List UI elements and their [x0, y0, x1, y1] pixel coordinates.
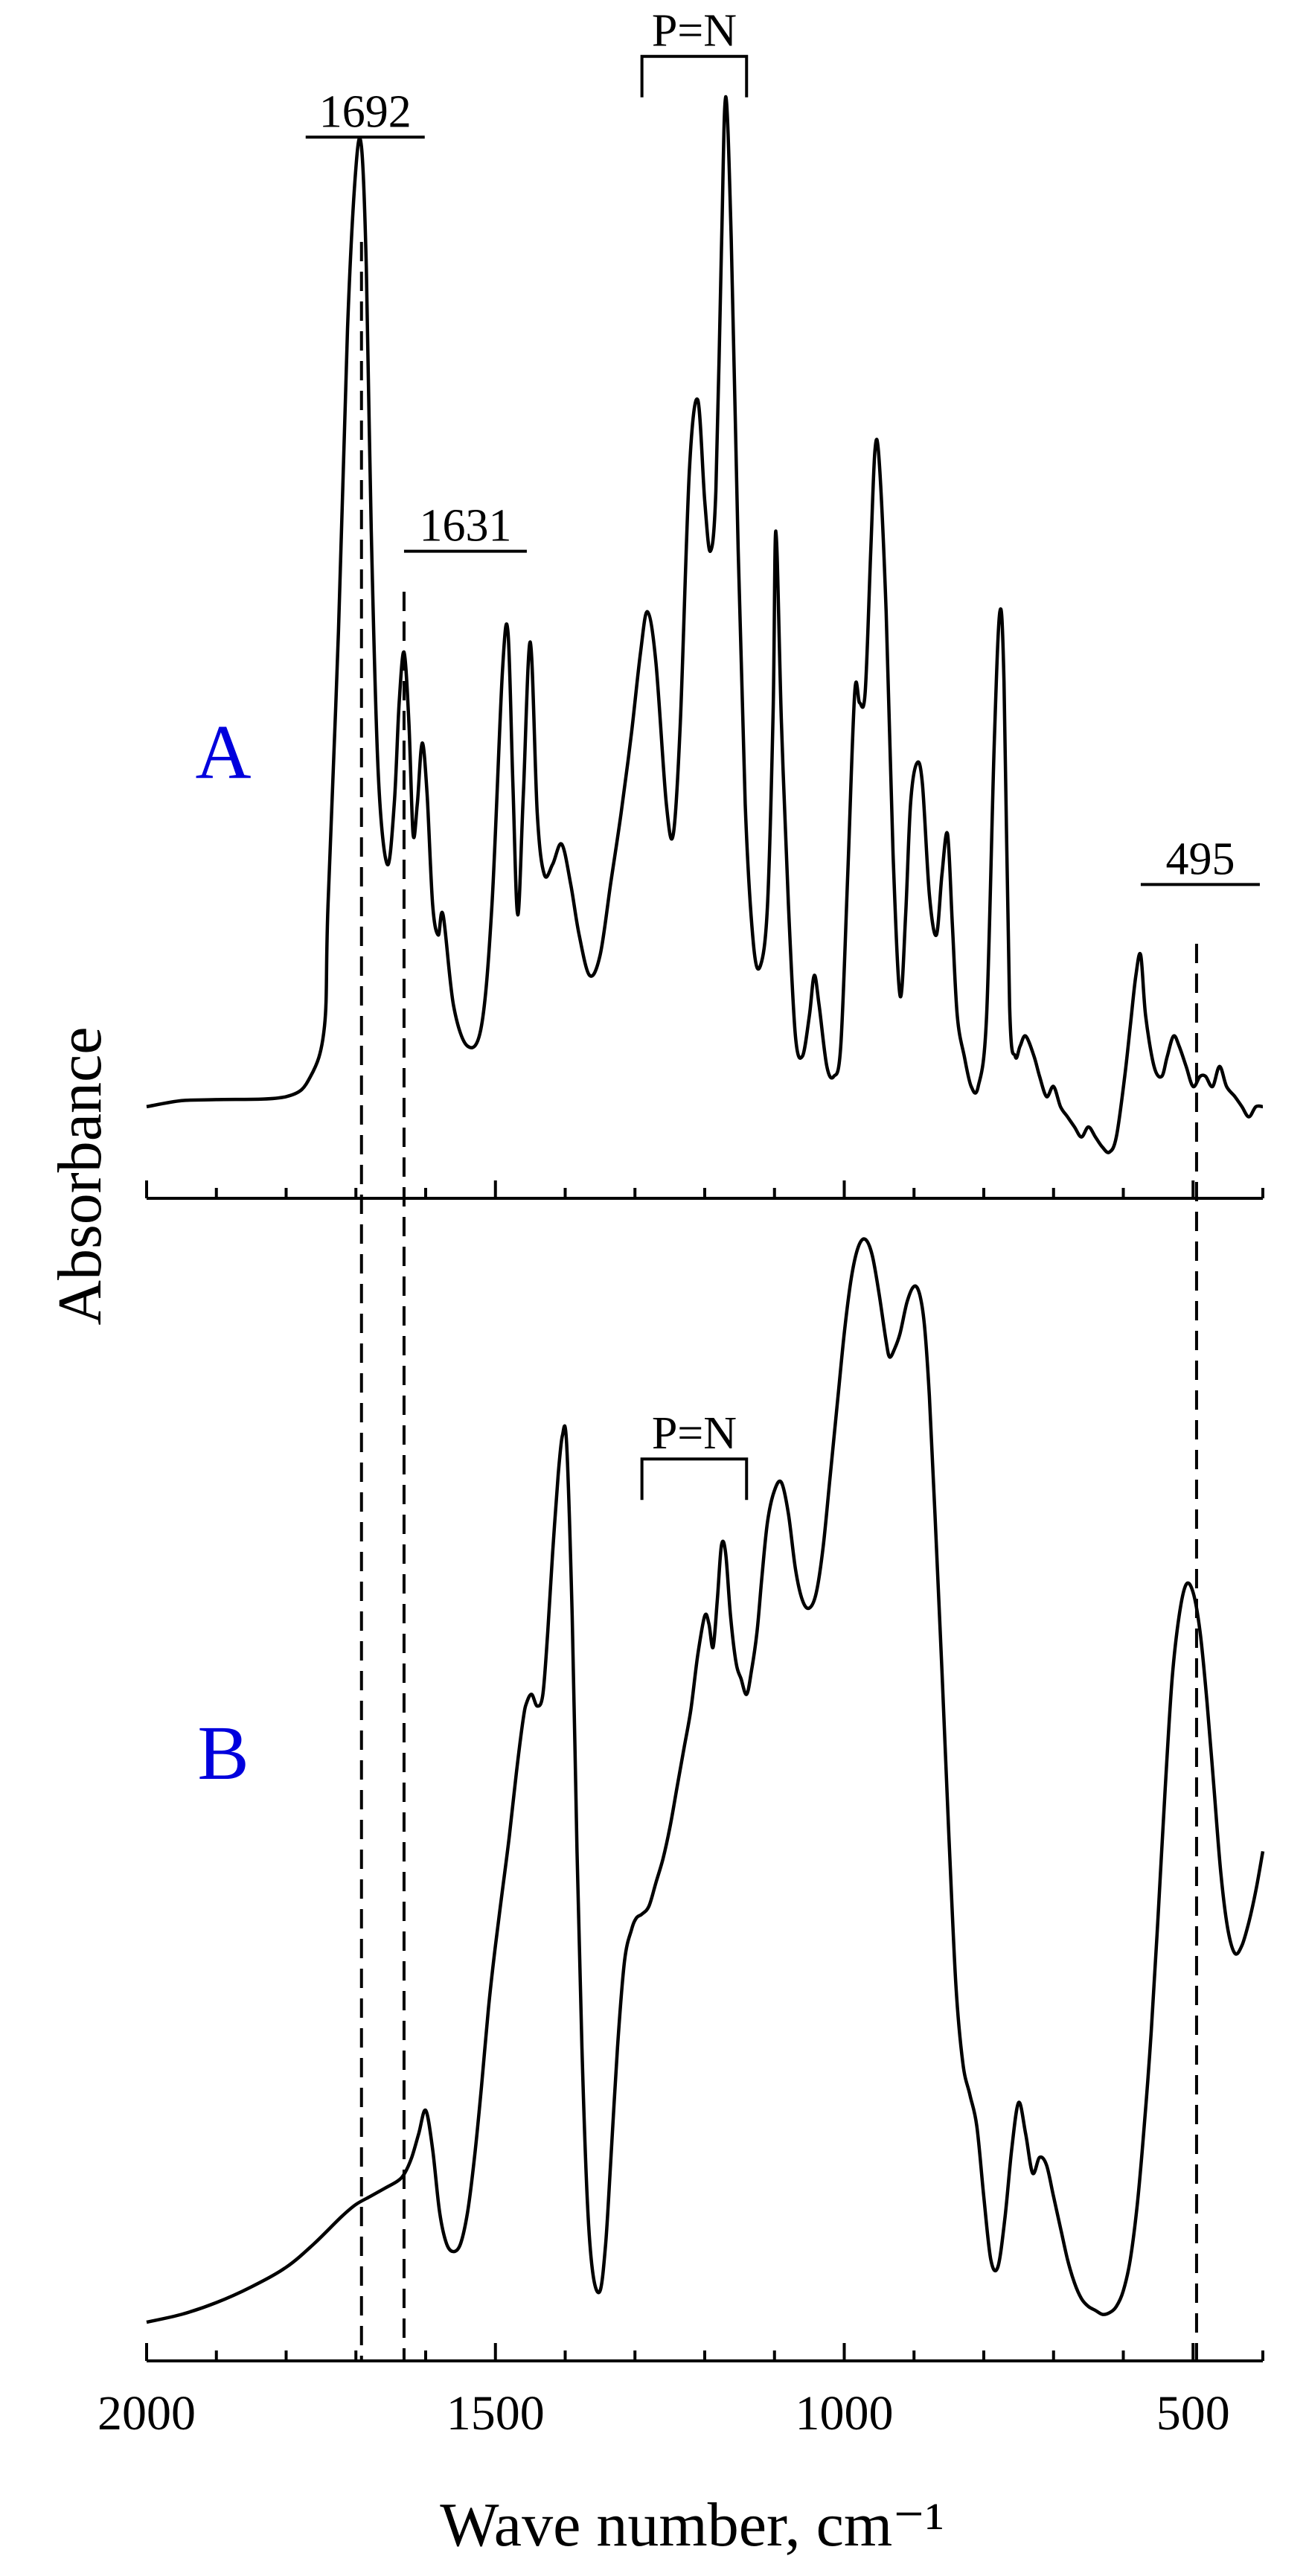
- axis-labels: Absorbance Wave number, cm⁻¹: [45, 1026, 944, 2560]
- x-tick-label-500: 500: [1156, 2386, 1230, 2441]
- x-tick-label-1000: 1000: [796, 2386, 894, 2441]
- bracket-A: [640, 54, 749, 98]
- annotation-label-1631: 1631: [419, 501, 511, 552]
- spectrum-line-B: [146, 1237, 1265, 2324]
- spectra-panels: A 1692 1631 P=N 495 B P=N: [146, 6, 1265, 2324]
- panel-label-B: B: [197, 1710, 249, 1796]
- panel-label-A: A: [195, 709, 251, 795]
- bracket-label-A: P=N: [652, 6, 737, 57]
- x-tick-label-2000: 2000: [97, 2386, 196, 2441]
- spectrum-line-A: [146, 95, 1264, 1154]
- x-axis: 2000 1500 1000 500: [97, 1180, 1264, 2441]
- panel-B: B P=N: [146, 1237, 1265, 2324]
- panel-A: A 1692 1631 P=N 495: [146, 6, 1264, 1154]
- bracket-label-B: P=N: [652, 1408, 737, 1459]
- dashed-guide-lines: [359, 242, 1198, 2361]
- annotation-label-1692: 1692: [319, 86, 412, 137]
- y-axis-label: Absorbance: [45, 1026, 115, 1325]
- x-tick-label-1500: 1500: [446, 2386, 545, 2441]
- bracket-B: [640, 1457, 749, 1500]
- annotation-label-495: 495: [1165, 834, 1235, 884]
- x-axis-label: Wave number, cm⁻¹: [440, 2490, 944, 2560]
